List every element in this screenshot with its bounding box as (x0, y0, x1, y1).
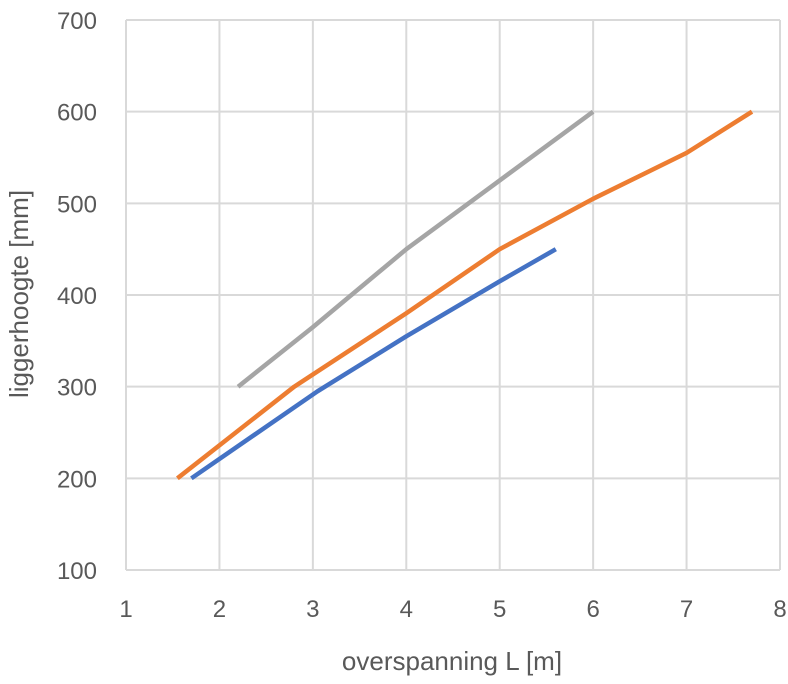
x-tick-label: 6 (586, 596, 599, 623)
series-line-2 (176, 109, 754, 481)
x-axis-title: overspanning L [m] (342, 646, 562, 676)
x-tick-label: 3 (306, 596, 319, 623)
x-axis-tick-labels: 1 2 3 4 5 6 7 8 (119, 596, 786, 623)
x-tick-label: 5 (493, 596, 506, 623)
x-tick-label: 1 (119, 596, 132, 623)
series-line-3 (236, 109, 595, 389)
x-tick-label: 4 (400, 596, 413, 623)
y-tick-label: 300 (57, 375, 97, 402)
x-tick-label: 2 (213, 596, 226, 623)
y-tick-label: 200 (57, 466, 97, 493)
y-tick-label: 700 (57, 8, 97, 35)
y-tick-label: 600 (57, 100, 97, 127)
gridlines (125, 19, 781, 571)
y-axis-tick-labels: 100 200 300 400 500 600 700 (57, 8, 97, 585)
x-tick-label: 7 (680, 596, 693, 623)
y-tick-label: 500 (57, 191, 97, 218)
y-tick-label: 400 (57, 283, 97, 310)
series-line-1 (190, 247, 557, 481)
y-axis-title: liggerhoogte [mm] (4, 190, 34, 398)
y-tick-label: 100 (57, 558, 97, 585)
series-lines (176, 109, 754, 481)
x-tick-label: 8 (773, 596, 786, 623)
